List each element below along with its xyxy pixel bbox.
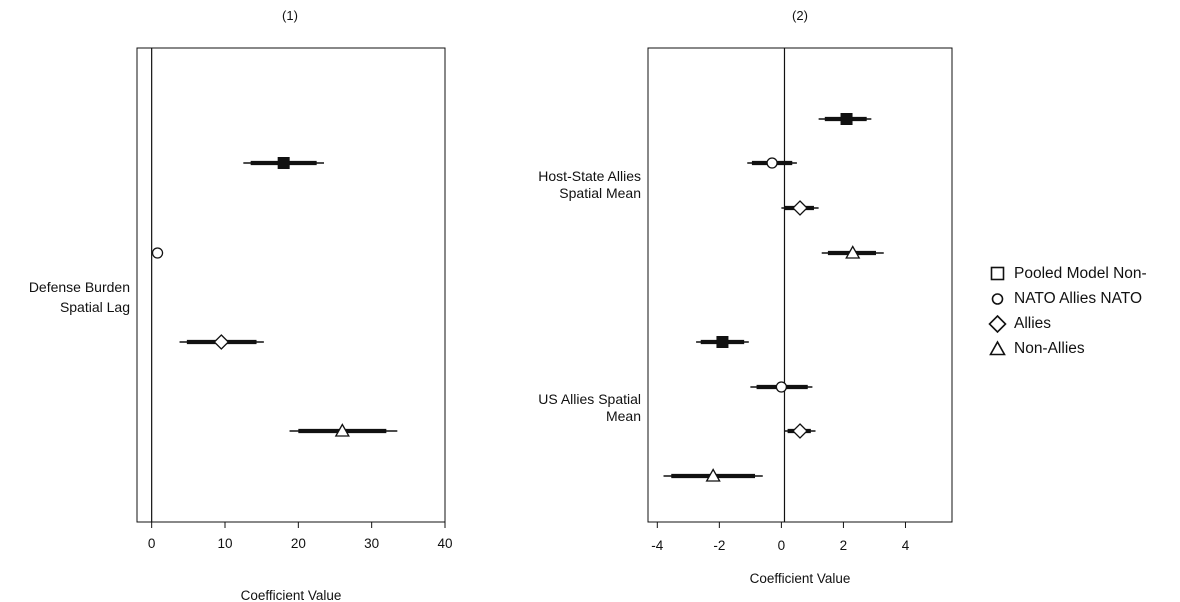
legend-label: Allies — [1014, 314, 1052, 332]
point-estimate-circle — [775, 381, 788, 393]
point-estimate-circle — [766, 157, 778, 169]
panel-title: (2) — [792, 8, 808, 23]
x-tick-label: 0 — [778, 538, 786, 553]
plot-frame — [136, 47, 446, 523]
point-estimate-square — [716, 336, 729, 348]
point-estimate-circle — [151, 247, 164, 259]
circle-marker-icon — [991, 292, 1004, 305]
point-estimate-diamond — [792, 423, 808, 439]
x-tick-label: -4 — [651, 538, 663, 553]
point-estimate-square — [840, 113, 853, 125]
group-label: Spatial Lag — [60, 299, 130, 315]
point-estimate-triangle — [705, 468, 721, 482]
x-tick-label: 0 — [148, 536, 156, 551]
x-tick-label: 20 — [291, 536, 306, 551]
group-label: US Allies Spatial — [538, 391, 641, 407]
triangle-marker-icon — [989, 339, 1006, 355]
x-tick-label: 30 — [364, 536, 379, 551]
group-label: Mean — [606, 408, 641, 424]
legend-item-diamond: Allies — [988, 312, 1147, 335]
x-axis-label: Coefficient Value — [750, 571, 851, 586]
x-tick-label: 4 — [902, 538, 910, 553]
legend-label: NATO Allies NATO — [1014, 289, 1143, 307]
plot-frame — [647, 47, 953, 523]
point-estimate-triangle — [334, 423, 350, 437]
legend-label: Pooled Model Non- — [1014, 264, 1147, 282]
legend-label: Non-Allies — [1014, 339, 1085, 357]
point-estimate-diamond — [213, 334, 230, 350]
point-estimate-square — [277, 157, 290, 169]
x-tick-label: 10 — [217, 536, 232, 551]
x-tick-label: 40 — [437, 536, 452, 551]
x-tick-label: 2 — [840, 538, 848, 553]
square-marker-icon — [990, 266, 1005, 280]
x-axis-label: Coefficient Value — [241, 588, 342, 602]
x-tick-label: -2 — [713, 538, 725, 553]
legend: Pooled Model Non- NATO Allies NATO Allie… — [988, 262, 1147, 362]
legend-item-circle: NATO Allies NATO — [988, 287, 1147, 310]
legend-item-triangle: Non-Allies — [988, 337, 1147, 360]
point-estimate-triangle — [845, 245, 861, 259]
group-label: Host-State Allies — [538, 168, 641, 184]
group-label: Spatial Mean — [559, 185, 641, 201]
group-label: Defense Burden — [29, 279, 130, 295]
panel-title: (1) — [282, 8, 298, 23]
legend-item-square: Pooled Model Non- — [988, 262, 1147, 285]
point-estimate-diamond — [792, 200, 808, 216]
diamond-marker-icon — [988, 314, 1007, 333]
